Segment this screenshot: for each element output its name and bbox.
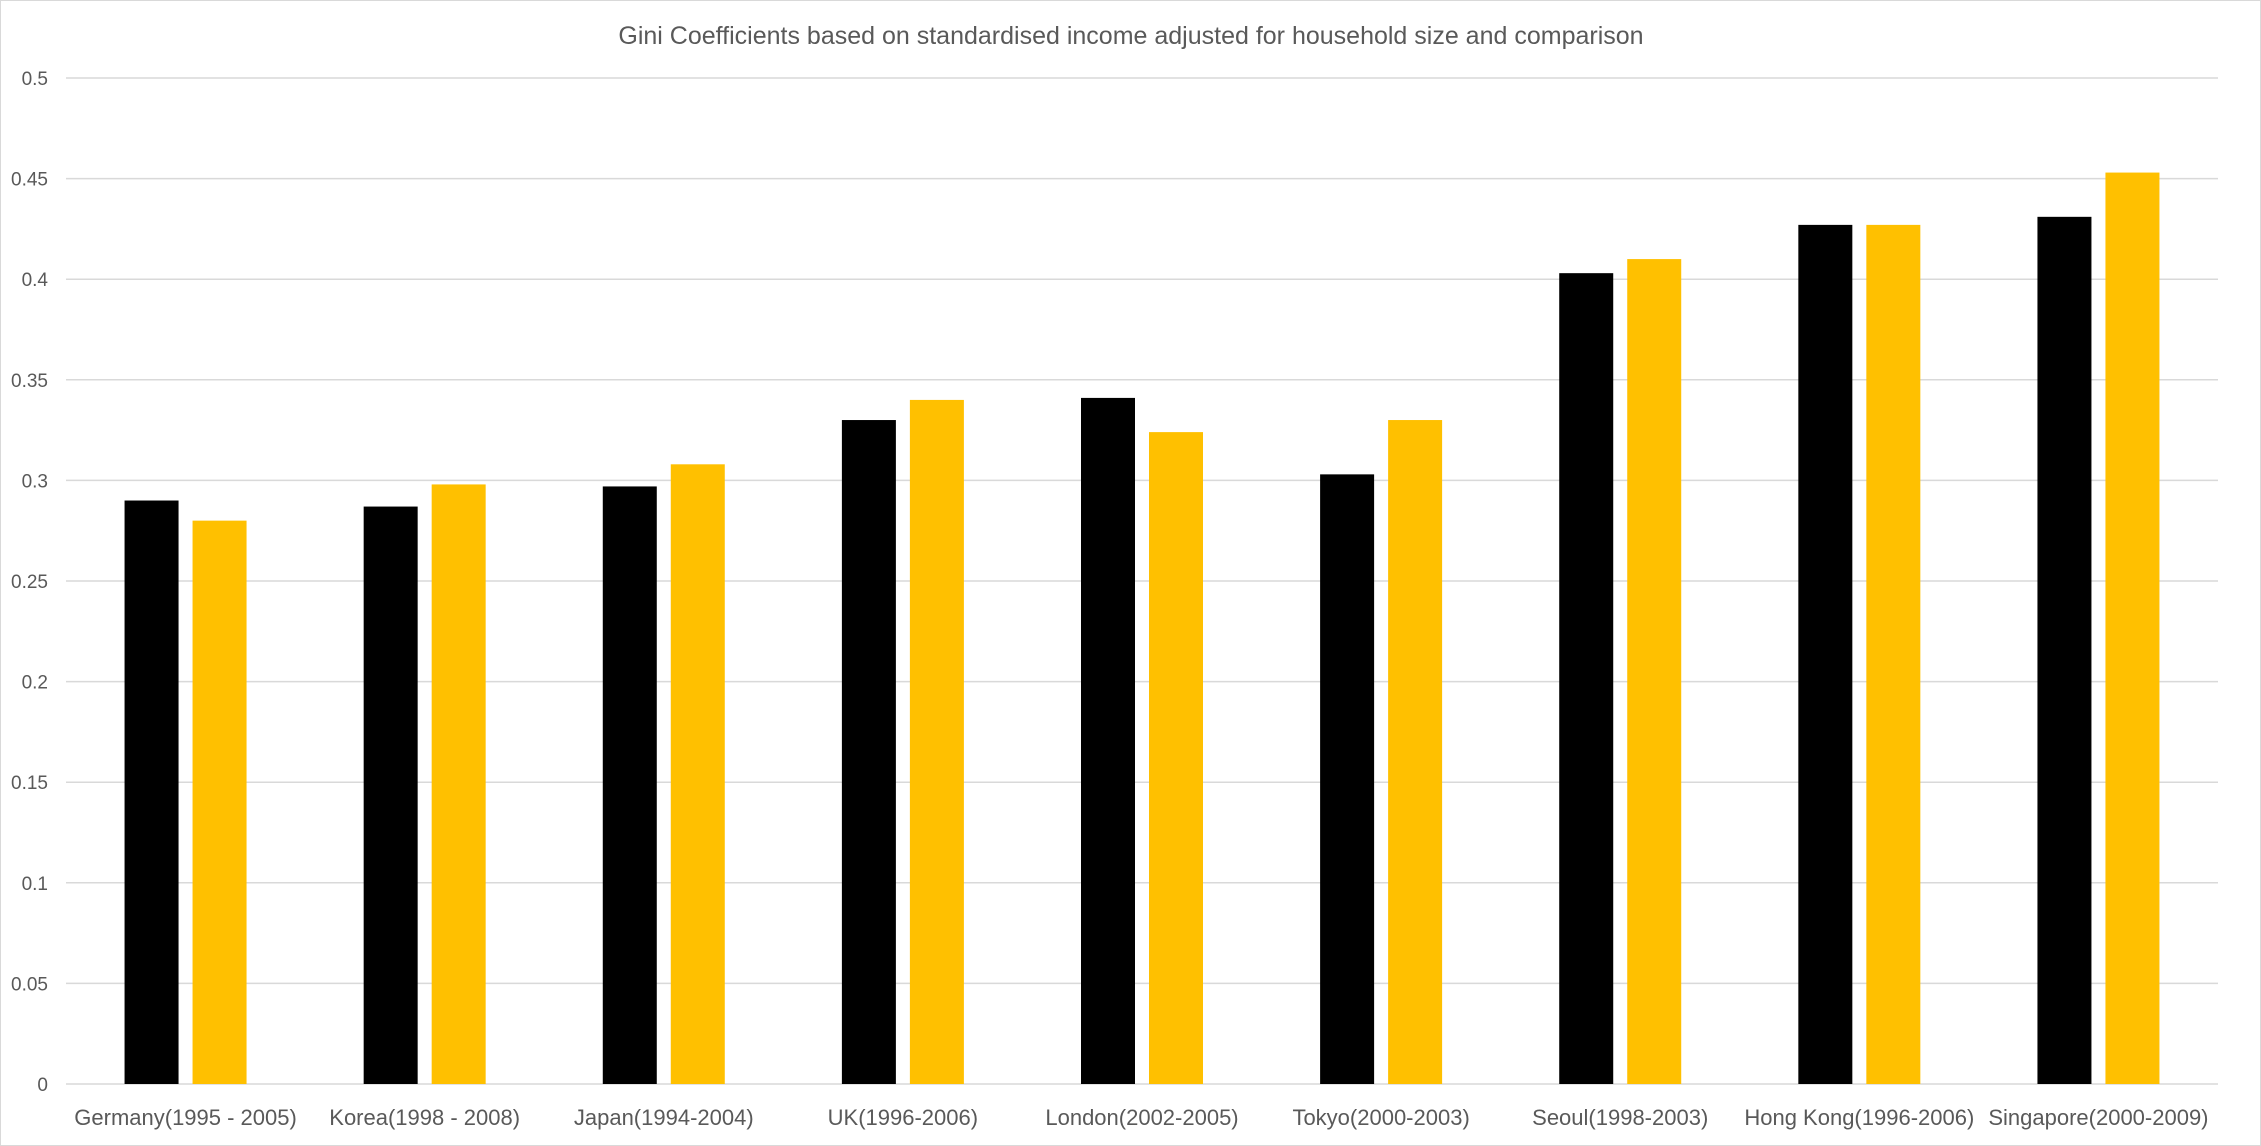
bar-series-2 (1149, 432, 1203, 1084)
bar-series-1 (1081, 397, 1135, 1085)
y-tick-label: 0 (37, 1075, 48, 1096)
x-category-label: Tokyo(2000-2003) (1292, 1105, 1469, 1130)
bars (124, 172, 2160, 1085)
bar-series-1 (2037, 216, 2092, 1084)
y-tick-label: 0.4 (22, 270, 49, 291)
y-tick-label: 0.05 (11, 974, 48, 995)
y-tick-label: 0.15 (11, 773, 48, 794)
y-tick-label: 0.25 (11, 572, 48, 593)
x-category-label: Seoul(1998-2003) (1532, 1105, 1708, 1130)
bar-series-1 (363, 506, 418, 1084)
chart-title: Gini Coefficients based on standardised … (618, 22, 1643, 50)
x-category-label: London(2002-2005) (1045, 1105, 1238, 1130)
y-tick-label: 0.1 (22, 874, 48, 895)
x-category-label: Korea(1998 - 2008) (329, 1105, 520, 1130)
bar-series-1 (841, 420, 896, 1084)
y-tick-label: 0.2 (22, 673, 48, 694)
bar-series-1 (602, 486, 657, 1084)
bar-series-1 (1320, 474, 1375, 1084)
gridlines (66, 77, 2218, 1085)
x-category-label: Japan(1994-2004) (574, 1105, 754, 1130)
bar-series-1 (124, 500, 179, 1084)
y-tick-label: 0.5 (22, 69, 48, 90)
bar-series-2 (670, 464, 725, 1085)
y-tick-label: 0.45 (11, 170, 48, 191)
bar-series-2 (1627, 259, 1682, 1085)
x-axis-category-labels: Germany(1995 - 2005) Korea(1998 - 2008) Ja… (74, 1105, 2208, 1130)
bar-series-1 (1798, 224, 1853, 1085)
y-axis-tick-labels: 0 0.05 0.1 0.15 0.2 0.25 0.3 0.35 0.4 0.45 0.5 (11, 69, 48, 1096)
bar-series-2 (1388, 420, 1443, 1084)
bar-series-2 (2105, 172, 2160, 1085)
x-category-label: Hong Kong(1996-2006) (1744, 1105, 1974, 1130)
y-tick-label: 0.3 (22, 471, 48, 492)
bar-series-2 (192, 520, 247, 1084)
bar-series-2 (909, 399, 964, 1084)
x-category-label: Germany(1995 - 2005) (74, 1105, 297, 1130)
x-category-label: Singapore(2000-2009) (1988, 1105, 2208, 1130)
y-tick-label: 0.35 (11, 371, 48, 392)
x-category-label: UK(1996-2006) (828, 1105, 978, 1130)
bar-series-1 (1559, 273, 1614, 1084)
bar-series-2 (1866, 224, 1921, 1085)
bar-series-2 (431, 484, 486, 1084)
